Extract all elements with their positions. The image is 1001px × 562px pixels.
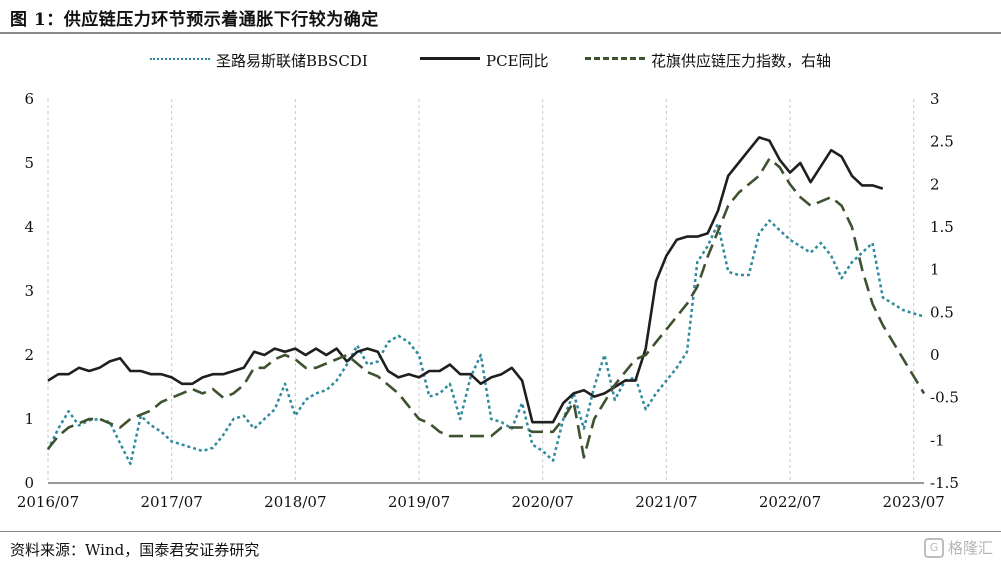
y-left-tick-label: 6 [24, 90, 34, 108]
legend-item-pce: PCE同比 [420, 50, 549, 71]
y-right-tick-label: 1 [930, 261, 940, 279]
watermark-logo-icon: G [923, 537, 944, 558]
legend-swatch-dashed [585, 57, 645, 64]
footer: 资料来源：Wind，国泰君安证券研究 G 格隆汇 [0, 531, 1001, 562]
legend-label-bbscdi: 圣路易斯联储BBSCDI [216, 52, 368, 70]
legend-item-bbscdi: 圣路易斯联储BBSCDI [150, 50, 368, 71]
y-left-tick-label: 0 [24, 474, 34, 492]
x-tick-label: 2016/07 [17, 493, 79, 511]
x-tick-label: 2020/07 [512, 493, 574, 511]
y-left-tick-label: 4 [24, 218, 34, 236]
y-right-tick-label: -1.5 [930, 474, 959, 492]
series-line-1 [46, 219, 925, 466]
x-tick-label: 2021/07 [635, 493, 697, 511]
y-right-tick-label: 3 [930, 90, 940, 108]
x-tick-label: 2022/07 [759, 493, 821, 511]
legend-swatch-dotted [150, 57, 210, 64]
title-bar: 图 1：供应链压力环节预示着通胀下行较为确定 [0, 0, 1001, 34]
y-right-tick-label: 1.5 [930, 218, 954, 236]
legend-label-citi: 花旗供应链压力指数，右轴 [651, 52, 832, 70]
watermark: G 格隆汇 [923, 537, 993, 558]
y-left-tick-label: 5 [24, 154, 34, 172]
legend-item-citi: 花旗供应链压力指数，右轴 [585, 50, 831, 71]
chart-legend: 圣路易斯联储BBSCDI PCE同比 花旗供应链压力指数，右轴 [0, 44, 1001, 74]
x-tick-label: 2017/07 [141, 493, 203, 511]
y-right-tick-label: 0 [930, 346, 940, 364]
source-note: 资料来源：Wind，国泰君安证券研究 [10, 541, 260, 559]
y-right-tick-label: -0.5 [930, 389, 959, 407]
legend-label-pce: PCE同比 [486, 52, 549, 70]
x-tick-label: 2019/07 [388, 493, 450, 511]
y-left-tick-label: 3 [24, 282, 34, 300]
watermark-text: 格隆汇 [947, 539, 993, 557]
series-line-2 [47, 136, 884, 424]
y-right-tick-label: 2.5 [930, 133, 954, 151]
y-right-tick-label: -1 [930, 431, 945, 449]
x-tick-label: 2018/07 [264, 493, 326, 511]
figure-title: 图 1：供应链压力环节预示着通胀下行较为确定 [10, 10, 379, 30]
x-tick-label: 2023/07 [883, 493, 945, 511]
y-right-tick-label: 2 [930, 175, 940, 193]
y-left-tick-label: 2 [24, 346, 34, 364]
series-line-3 [46, 157, 926, 459]
legend-swatch-solid [420, 57, 480, 64]
y-left-tick-label: 1 [24, 410, 34, 428]
y-right-tick-label: 0.5 [930, 303, 954, 321]
